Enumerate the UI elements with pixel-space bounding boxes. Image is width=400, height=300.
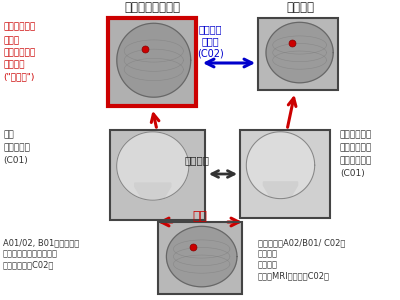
Text: 古神経学: 古神経学 <box>198 24 222 34</box>
Bar <box>108 18 196 106</box>
Text: 的比較: 的比較 <box>201 36 219 46</box>
Bar <box>158 222 242 294</box>
Text: (C02): (C02) <box>197 48 223 58</box>
Bar <box>240 130 330 218</box>
Text: A01/02, B01が特定する: A01/02, B01が特定する <box>3 238 79 247</box>
Text: ("化石脳"): ("化石脳") <box>3 72 34 81</box>
Text: タイプの学習に関する機: タイプの学習に関する機 <box>3 249 58 258</box>
Polygon shape <box>117 23 191 97</box>
Bar <box>258 18 338 90</box>
Polygon shape <box>117 132 189 200</box>
Polygon shape <box>135 183 171 199</box>
Text: 頭蓋データ: 頭蓋データ <box>3 143 30 152</box>
Text: (C01): (C01) <box>3 156 28 165</box>
Text: 課題設計（A02/B01/ C02）: 課題設計（A02/B01/ C02） <box>258 238 345 247</box>
Bar <box>158 222 242 294</box>
Text: 外挿: 外挿 <box>192 210 208 223</box>
Bar <box>108 18 196 106</box>
Text: 社会学習: 社会学習 <box>258 249 278 258</box>
Polygon shape <box>266 22 333 83</box>
Polygon shape <box>263 182 298 197</box>
Polygon shape <box>246 132 315 199</box>
Text: 能地図作成（C02）: 能地図作成（C02） <box>3 260 54 269</box>
Text: 現代人頭蓋の: 現代人頭蓋の <box>340 130 372 139</box>
Text: 機能的MRIの実施（C02）: 機能的MRIの実施（C02） <box>258 271 330 280</box>
Text: 形態比較: 形態比較 <box>184 155 210 165</box>
Text: データベース: データベース <box>340 156 372 165</box>
Text: 機能地図: 機能地図 <box>3 60 24 69</box>
Text: 仮想的に復元: 仮想的に復元 <box>3 22 35 31</box>
Text: 学習に関する: 学習に関する <box>3 48 35 57</box>
Text: リファレンス: リファレンス <box>340 143 372 152</box>
Bar <box>110 130 205 220</box>
Polygon shape <box>166 226 237 287</box>
Bar <box>240 130 330 218</box>
Text: 現生人類: 現生人類 <box>286 1 314 14</box>
Text: ネアンデルタール: ネアンデルタール <box>124 1 180 14</box>
Bar <box>110 130 205 220</box>
Text: された: された <box>3 36 19 45</box>
Bar <box>258 18 338 90</box>
Text: 復元: 復元 <box>3 130 14 139</box>
Text: (C01): (C01) <box>340 169 365 178</box>
Text: 個体学習: 個体学習 <box>258 260 278 269</box>
